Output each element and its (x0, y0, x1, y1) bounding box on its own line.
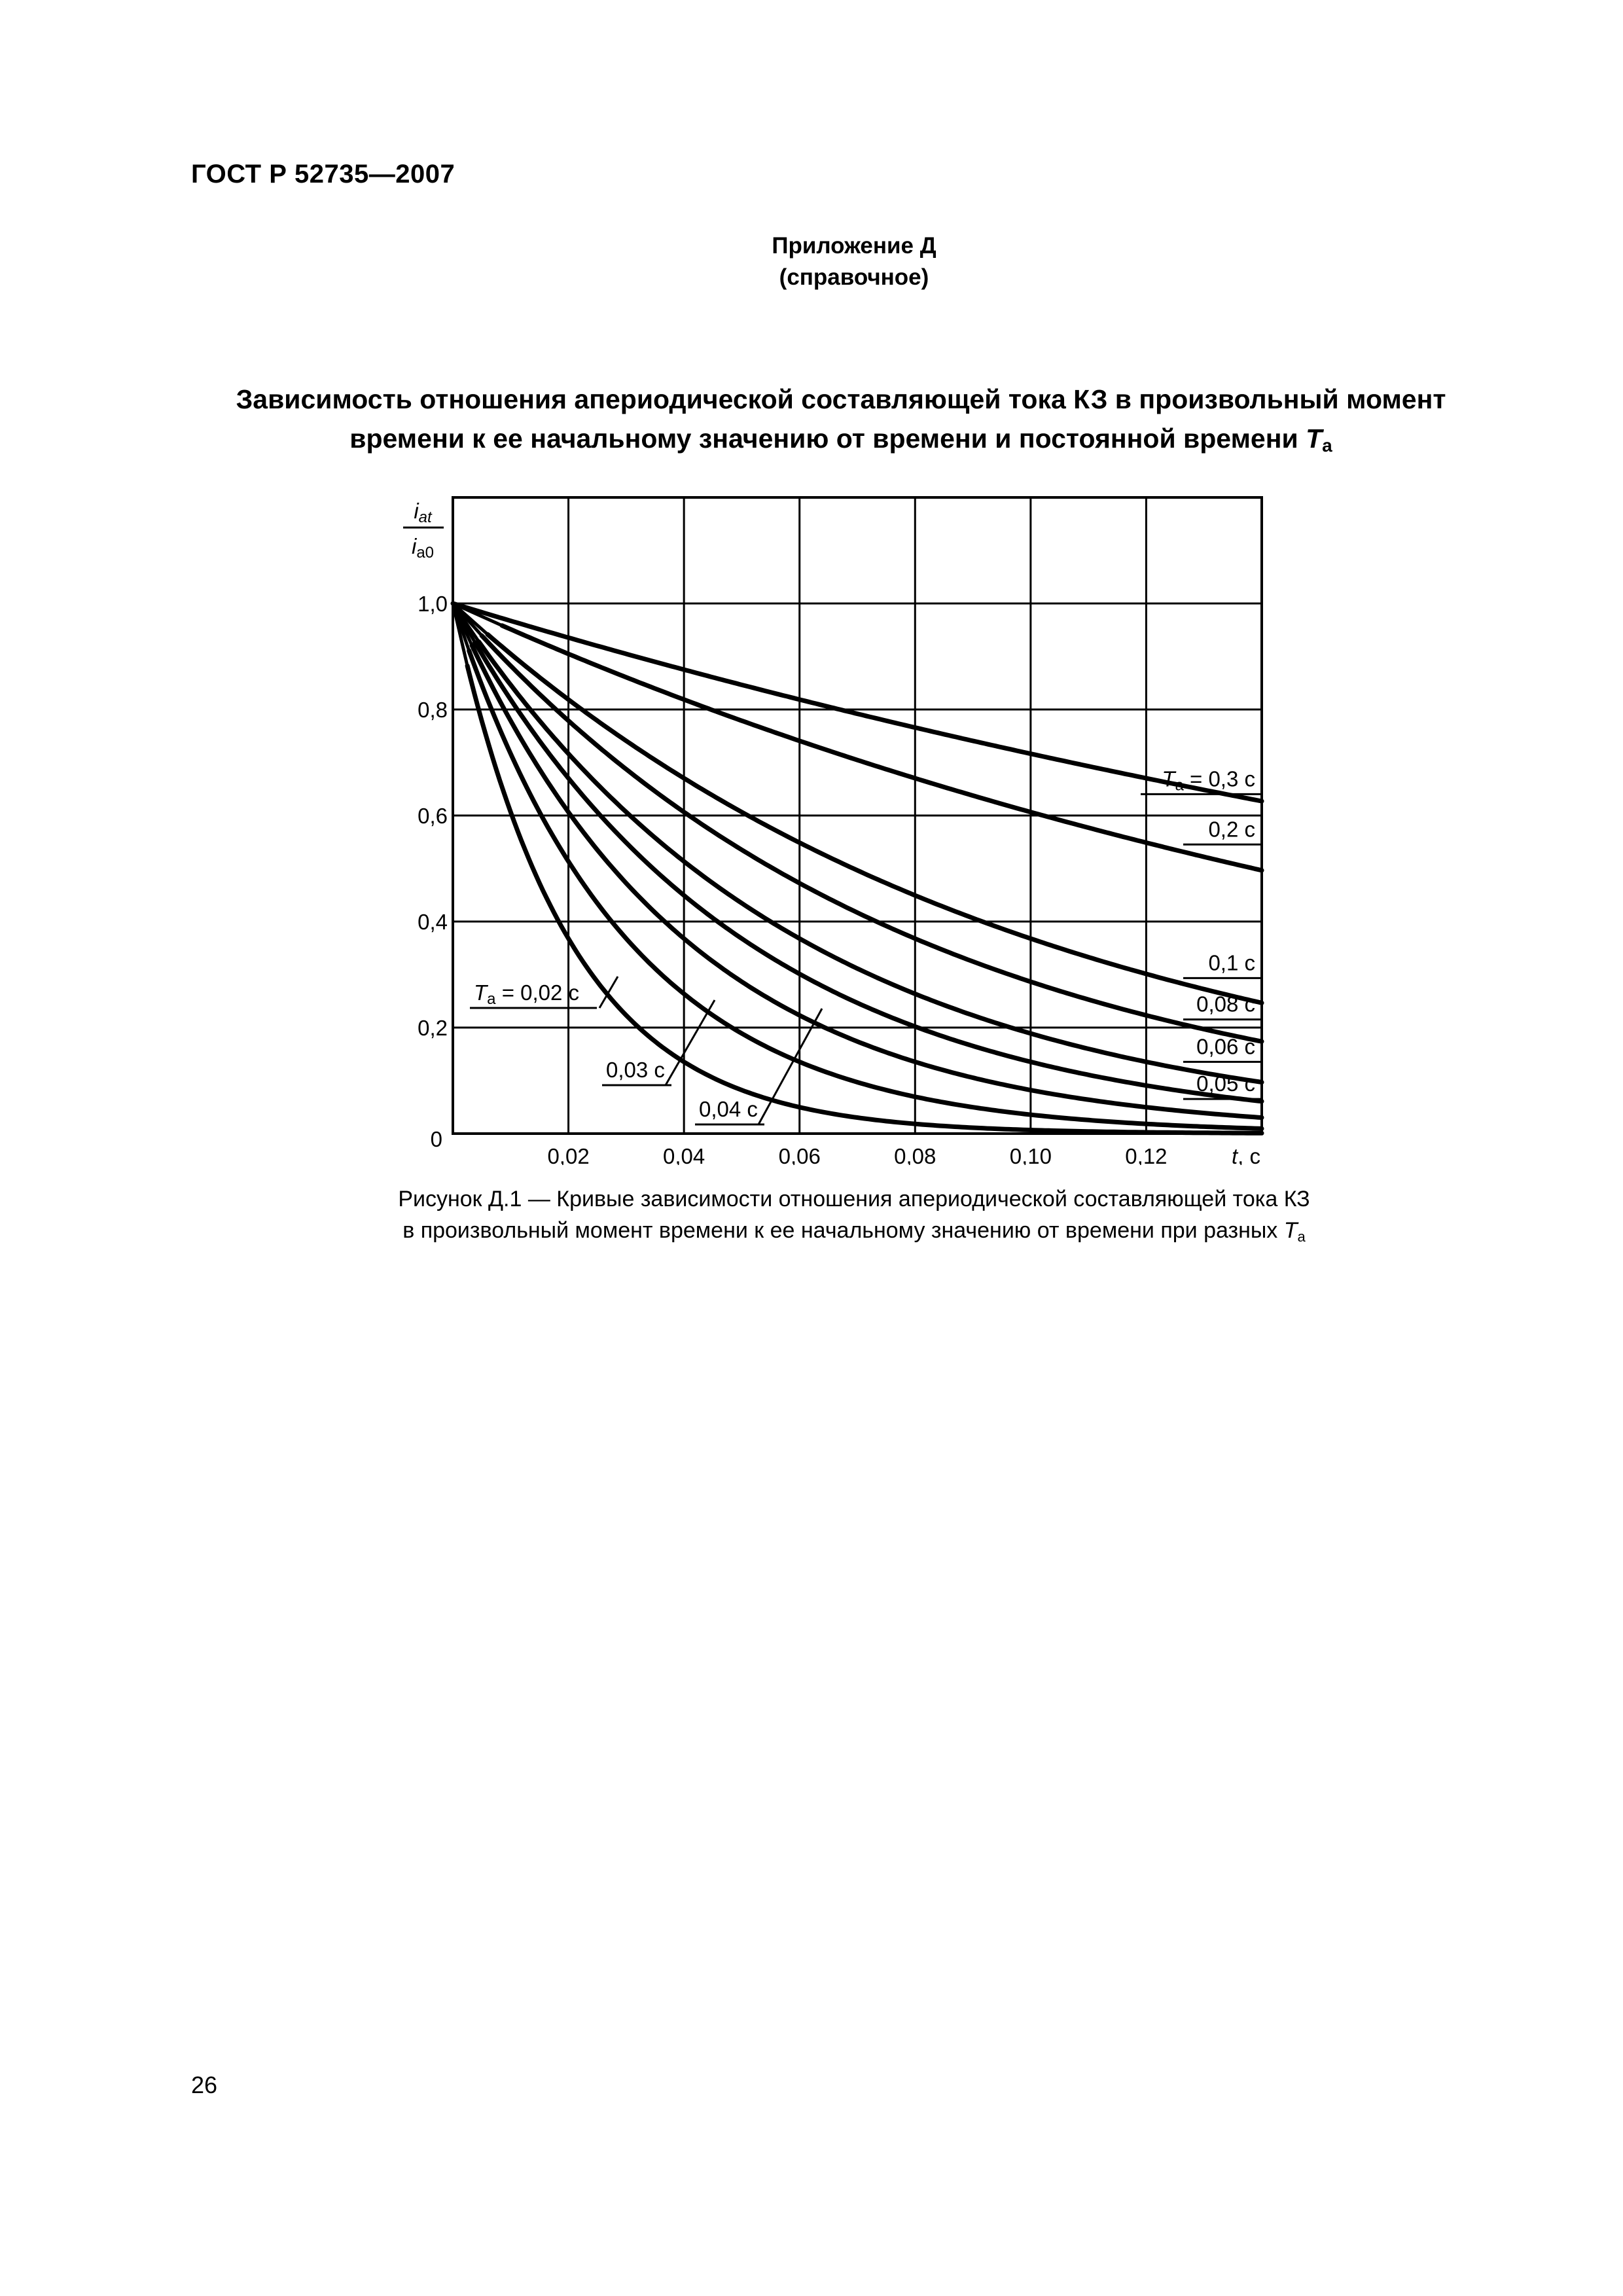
series-label-value: = 0,3 с (1184, 766, 1255, 791)
series-leader-line-7 (664, 999, 716, 1086)
x-axis-label-unit: , с (1238, 1144, 1260, 1165)
curve-fan-segment-8 (451, 603, 469, 666)
origin-label: 0 (431, 1127, 442, 1151)
y-axis-label-denominator-symbol: i (412, 534, 418, 558)
title-line-1: Зависимость отношения апериодической сос… (236, 384, 1446, 414)
y-tick-label-2: 0,6 (418, 804, 448, 828)
y-axis-label-numerator-sub: at (419, 509, 433, 526)
series-label-ta-0-05: 0,05 с (1196, 1071, 1255, 1096)
figure-caption: Рисунок Д.1 — Кривые зависимости отношен… (0, 1183, 1623, 1246)
x-tick-label-0: 0,02 (547, 1144, 589, 1165)
y-tick-label-0: 0,2 (418, 1016, 448, 1040)
title-line-2: времени к ее начальному значению от врем… (196, 419, 1486, 458)
series-label-ta-0-08: 0,08 с (1196, 992, 1255, 1016)
appendix-heading: Приложение Д (справочное) (0, 230, 1623, 293)
appendix-type: (справочное) (779, 264, 929, 290)
x-tick-label-4: 0,10 (1010, 1144, 1052, 1165)
x-axis-label-symbol: t (1232, 1144, 1239, 1165)
series-leader-line-6 (757, 1008, 823, 1125)
series-label-subscript: а (1175, 776, 1184, 794)
x-tick-label-1: 0,04 (663, 1144, 705, 1165)
series-label-ta-0-2: 0,2 с (1208, 817, 1255, 841)
series-label-ta-0-03: 0,03 с (606, 1058, 665, 1082)
page-header: ГОСТ Р 52735—2007 (191, 160, 455, 188)
decay-curve-ta-0-05 (473, 639, 1264, 1104)
y-axis-label-numerator-symbol: i (414, 499, 419, 523)
series-label-value: = 0,02 с (496, 980, 580, 1005)
caption-line-1: Рисунок Д.1 — Кривые зависимости отношен… (398, 1187, 1310, 1211)
document-title: Зависимость отношения апериодической сос… (196, 380, 1486, 458)
plot-frame (452, 496, 1263, 1135)
y-axis-label-denominator-sub: a0 (416, 544, 434, 562)
series-label-ta-0-06: 0,06 с (1196, 1034, 1255, 1058)
decay-chart: 0,2 0,4 0,6 0,8 1,0 0 0,02 0,04 0,06 0,08 0,10 0,12… (403, 496, 1264, 1165)
decay-curve-ta-0-08 (479, 633, 1264, 1044)
title-symbol-subscript: а (1322, 435, 1332, 456)
curve-fan-segment-1 (452, 601, 503, 627)
series-label-symbol: T (1162, 766, 1177, 791)
x-tick-label-5: 0,12 (1125, 1144, 1167, 1165)
y-axis-label-denominator: ia0 (412, 534, 434, 562)
x-tick-label-3: 0,08 (894, 1144, 936, 1165)
series-label-ta-0-3: Tа = 0,3 с (1162, 766, 1255, 794)
y-tick-label-3: 0,8 (418, 698, 448, 722)
series-label-ta-0-1: 0,1 с (1208, 950, 1255, 975)
x-axis-label: t, с (1232, 1144, 1260, 1165)
y-axis-label-numerator: iat (414, 499, 433, 526)
decay-curve-ta-0-04 (469, 643, 1264, 1120)
decay-curve-ta-0-06 (476, 639, 1264, 1085)
series-label-ta-0-02: Tа = 0,02 с (474, 980, 579, 1008)
caption-symbol: T (1283, 1218, 1298, 1243)
series-label-ta-0-04: 0,04 с (699, 1097, 758, 1121)
series-label-subscript: а (487, 990, 496, 1008)
series-leader-line-8 (598, 976, 619, 1009)
page-number: 26 (191, 2072, 218, 2098)
title-line-2-text: времени к ее начальному значению от врем… (349, 423, 1298, 454)
title-symbol: T (1306, 423, 1323, 454)
decay-curve-ta-0-3 (450, 601, 1264, 804)
decay-curve-ta-0-02 (465, 663, 1264, 1136)
decay-curve-ta-0-03 (467, 648, 1264, 1131)
decay-curve-ta-0-1 (485, 632, 1264, 1005)
y-tick-label-4: 1,0 (418, 592, 448, 616)
caption-line-2-text: в произвольный момент времени к ее начал… (402, 1218, 1278, 1243)
caption-line-2: в произвольный момент времени к ее начал… (0, 1215, 1623, 1246)
x-tick-label-2: 0,06 (779, 1144, 821, 1165)
appendix-title: Приложение Д (772, 233, 936, 259)
series-label-symbol: T (474, 980, 489, 1005)
y-tick-label-1: 0,4 (418, 910, 448, 934)
decay-curve-ta-0-2 (499, 623, 1264, 873)
caption-symbol-subscript: а (1297, 1229, 1306, 1245)
